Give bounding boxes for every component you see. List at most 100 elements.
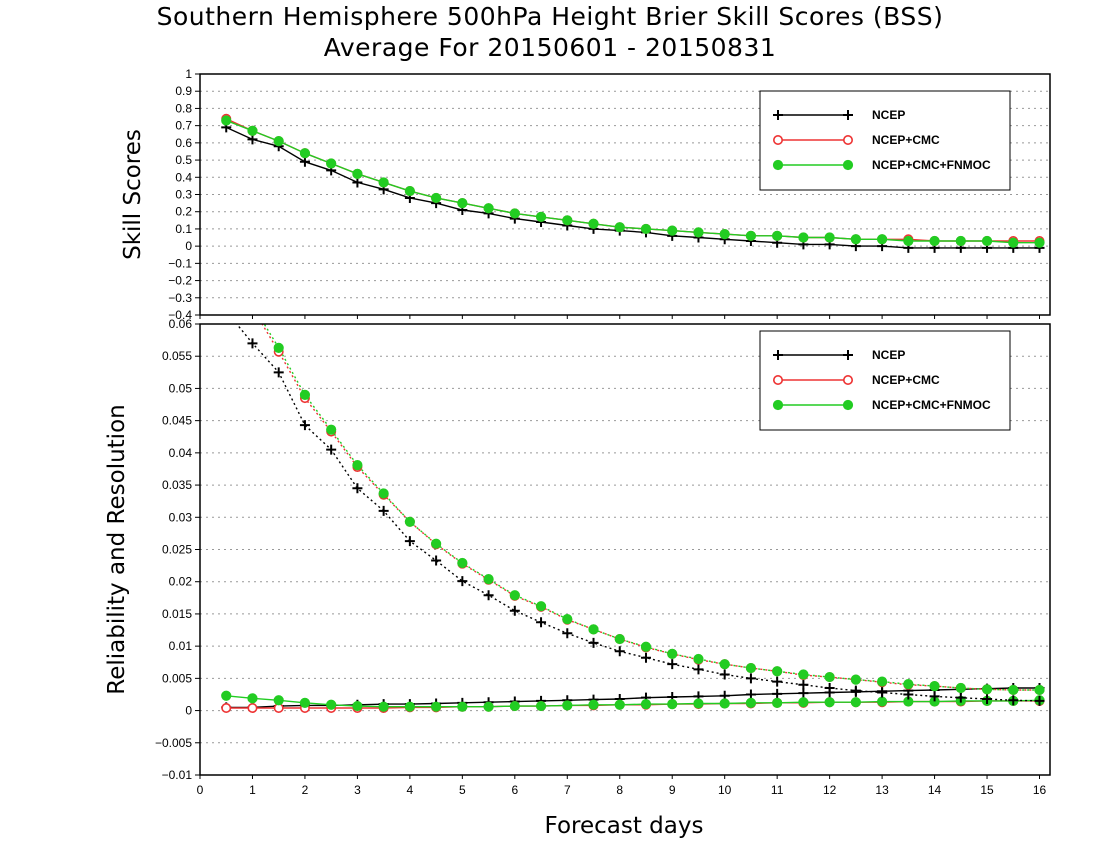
- plus-marker: [798, 688, 809, 699]
- data-point: [273, 342, 284, 353]
- data-point: [588, 637, 599, 648]
- data-point: [614, 222, 625, 233]
- data-point: [221, 690, 232, 701]
- data-point: [772, 135, 783, 146]
- plus-marker: [326, 444, 337, 455]
- data-point: [640, 652, 651, 663]
- y-tick-label: 0.5: [175, 153, 192, 167]
- data-point: [667, 225, 678, 236]
- data-point: [842, 159, 854, 171]
- plus-marker: [1034, 695, 1045, 706]
- data-point: [772, 688, 783, 699]
- data-point: [745, 662, 757, 674]
- plus-marker: [773, 350, 783, 360]
- data-point: [535, 700, 547, 712]
- data-point: [772, 399, 784, 411]
- data-point: [903, 679, 914, 690]
- data-point: [842, 399, 854, 411]
- data-point: [221, 702, 232, 713]
- plus-marker: [798, 679, 809, 690]
- chart-title: Southern Hemisphere 500hPa Height Brier …: [156, 2, 944, 31]
- series-ncep-cmc-fnmoc-resolution: [248, 300, 1045, 696]
- x-tick-label: 12: [823, 783, 837, 797]
- data-point: [640, 641, 652, 652]
- data-point: [248, 300, 257, 309]
- data-point: [876, 234, 888, 245]
- data-point: [509, 605, 520, 616]
- plus-marker: [772, 688, 783, 699]
- x-tick-label: 4: [407, 783, 414, 797]
- data-point: [981, 235, 993, 247]
- data-point: [509, 208, 520, 219]
- y-tick-label: 1: [185, 67, 192, 81]
- series-ncep-cmc-resolution: [248, 304, 1045, 695]
- data-point: [562, 700, 573, 711]
- data-point: [773, 110, 783, 120]
- data-point: [378, 488, 389, 499]
- data-point: [824, 683, 835, 694]
- data-point: [640, 223, 652, 235]
- data-point: [719, 228, 730, 240]
- series-line: [226, 695, 1040, 708]
- data-point: [248, 304, 256, 312]
- y-tick-label: −0.005: [155, 736, 192, 750]
- data-point: [824, 671, 835, 683]
- x-tick-label: 8: [616, 783, 623, 797]
- data-point: [772, 230, 783, 241]
- y-tick-label: −0.01: [162, 768, 193, 782]
- data-point: [431, 192, 442, 204]
- data-point: [1034, 684, 1045, 696]
- data-point: [326, 699, 337, 710]
- y-tick-label: 0: [185, 704, 192, 718]
- data-point: [693, 698, 704, 709]
- data-point: [877, 687, 888, 698]
- data-point: [509, 590, 520, 601]
- data-point: [431, 701, 442, 712]
- data-point: [1008, 684, 1019, 696]
- data-point: [588, 218, 599, 229]
- x-axis-label: Forecast days: [545, 813, 704, 839]
- data-point: [773, 350, 783, 360]
- data-point: [798, 669, 809, 680]
- data-point: [404, 701, 415, 712]
- plus-marker: [850, 685, 861, 696]
- data-point: [457, 701, 468, 712]
- plus-marker: [667, 659, 678, 670]
- data-point: [772, 697, 783, 708]
- x-tick-label: 11: [771, 783, 784, 797]
- y-tick-label: 0.045: [162, 414, 192, 428]
- data-point: [562, 613, 573, 625]
- y-tick-label: 0.035: [162, 478, 192, 492]
- data-point: [1034, 237, 1045, 248]
- legend: NCEP NCEP+CMC NCEP+CMC+FNMOC: [759, 330, 1011, 431]
- data-point: [299, 156, 310, 167]
- data-point: [719, 669, 730, 680]
- data-point: [772, 159, 784, 171]
- chart-subtitle: Average For 20150601 - 20150831: [323, 33, 777, 62]
- y-tick-label: 0: [185, 239, 192, 253]
- data-point: [247, 693, 258, 704]
- legend-label: NCEP: [872, 348, 905, 362]
- data-point: [850, 697, 861, 708]
- y-tick-label: −0.4: [168, 308, 192, 322]
- data-point: [982, 693, 993, 704]
- plus-marker: [877, 687, 888, 698]
- data-point: [824, 697, 835, 708]
- data-point: [745, 230, 757, 241]
- data-point: [667, 648, 678, 659]
- plus-marker: [299, 156, 310, 167]
- plus-marker: [1008, 695, 1019, 706]
- data-point: [299, 389, 311, 400]
- plus-marker: [745, 673, 756, 684]
- plus-marker: [273, 367, 284, 378]
- y-tick-label: 0.05: [169, 381, 193, 395]
- data-point: [876, 696, 888, 707]
- data-point: [745, 673, 756, 684]
- x-tick-label: 3: [354, 783, 361, 797]
- plus-marker: [773, 110, 783, 120]
- data-point: [536, 617, 547, 628]
- plot-frame: [199, 323, 1051, 776]
- data-point: [378, 505, 389, 516]
- data-point: [326, 444, 337, 455]
